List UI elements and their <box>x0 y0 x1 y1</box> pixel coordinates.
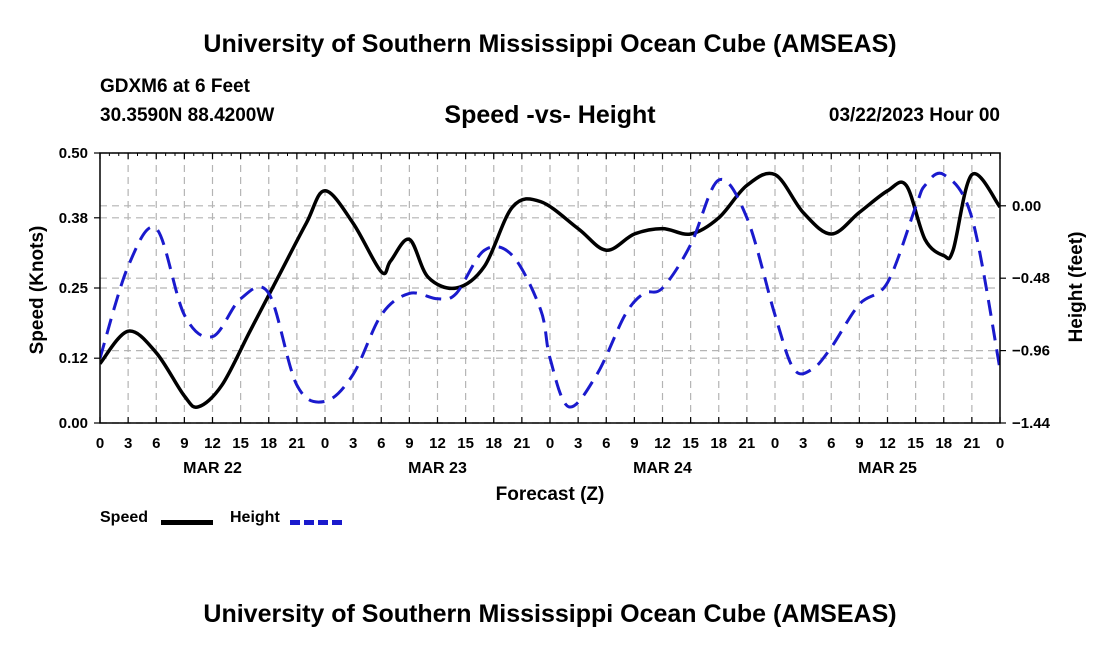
x-tick-label: 9 <box>630 435 638 452</box>
x-tick-label: 9 <box>855 435 863 452</box>
axes: 0 3 6 9 12 15 18 21 0 3 6 9 12 15 18 21 0 3 6 9 12 15 18 21 0 3 6 9… <box>59 145 1051 477</box>
height-series-line <box>100 171 1000 409</box>
y-left-tick-label: 0.38 <box>59 210 88 227</box>
x-tick-label: 12 <box>654 435 671 452</box>
x-tick-label: 21 <box>964 435 981 452</box>
y-axis-right-label: Height (feet) <box>1066 232 1087 343</box>
x-tick-label: 18 <box>260 435 277 452</box>
y-axis-left-label: Speed (Knots) <box>27 226 48 355</box>
legend-height-label: Height <box>230 509 280 526</box>
x-axis-label: Forecast (Z) <box>496 484 605 505</box>
x-tick-label: 0 <box>996 435 1004 452</box>
y-left-tick-label: 0.50 <box>59 145 88 162</box>
footer-title: University of Southern Mississippi Ocean… <box>203 600 897 628</box>
x-tick-label: 12 <box>204 435 221 452</box>
y-left-tick-label: 0.25 <box>59 280 88 297</box>
x-tick-label: 21 <box>514 435 531 452</box>
x-tick-label: 3 <box>574 435 582 452</box>
date-label: MAR 22 <box>183 460 242 477</box>
chart-subtitle: Speed -vs- Height <box>444 101 656 129</box>
x-tick-label: 12 <box>429 435 446 452</box>
series-group <box>100 171 1000 409</box>
y-right-tick-label: −0.48 <box>1012 270 1050 287</box>
x-tick-label: 18 <box>710 435 727 452</box>
legend-speed-label: Speed <box>100 509 149 526</box>
x-tick-label: 3 <box>349 435 357 452</box>
x-tick-label: 15 <box>682 435 699 452</box>
x-tick-label: 12 <box>879 435 896 452</box>
y-right-tick-label: −1.44 <box>1012 415 1051 432</box>
y-left-tick-label: 0.12 <box>59 350 88 367</box>
x-tick-label: 15 <box>907 435 924 452</box>
x-tick-label: 9 <box>180 435 188 452</box>
x-tick-label: 0 <box>96 435 104 452</box>
x-tick-label: 9 <box>405 435 413 452</box>
x-tick-label: 6 <box>827 435 835 452</box>
legend-speed-swatch <box>161 520 213 525</box>
x-tick-label: 3 <box>124 435 132 452</box>
x-tick-label: 21 <box>739 435 756 452</box>
y-left-tick-label: 0.00 <box>59 415 88 432</box>
x-tick-label: 6 <box>152 435 160 452</box>
date-label: MAR 23 <box>408 460 467 477</box>
x-tick-label: 18 <box>485 435 502 452</box>
y-right-tick-label: −0.96 <box>1012 343 1050 360</box>
x-tick-label: 6 <box>377 435 385 452</box>
date-label: MAR 25 <box>858 460 917 477</box>
x-tick-label: 18 <box>935 435 952 452</box>
speed-series-line <box>100 171 1000 409</box>
date-label: MAR 24 <box>633 460 692 477</box>
coordinates-label: 30.3590N 88.4200W <box>100 105 275 126</box>
x-tick-label: 0 <box>771 435 779 452</box>
x-tick-label: 15 <box>457 435 474 452</box>
x-tick-label: 21 <box>289 435 306 452</box>
x-tick-label: 3 <box>799 435 807 452</box>
grid <box>100 152 1000 424</box>
chart-title: University of Southern Mississippi Ocean… <box>203 30 897 58</box>
station-label: GDXM6 at 6 Feet <box>100 76 250 97</box>
x-tick-label: 15 <box>232 435 249 452</box>
legend-height-swatch <box>290 520 342 525</box>
x-tick-label: 0 <box>546 435 554 452</box>
x-tick-label: 0 <box>321 435 329 452</box>
x-tick-label: 6 <box>602 435 610 452</box>
y-right-tick-label: 0.00 <box>1012 198 1041 215</box>
datetime-label: 03/22/2023 Hour 00 <box>828 105 1000 126</box>
